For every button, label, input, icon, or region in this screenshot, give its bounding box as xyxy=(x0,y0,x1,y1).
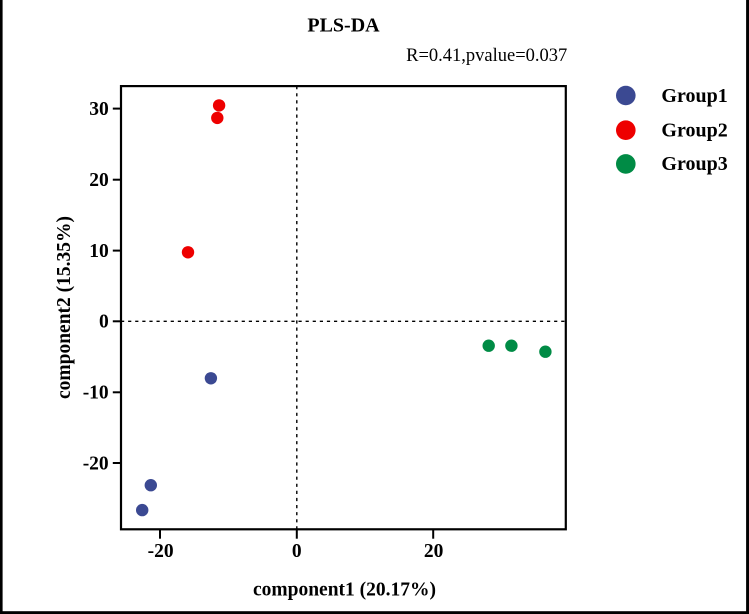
svg-text:R=0.41,pvalue=0.037: R=0.41,pvalue=0.037 xyxy=(406,46,567,66)
svg-text:0: 0 xyxy=(99,312,109,333)
svg-text:component2 (15.35%): component2 (15.35%) xyxy=(54,216,75,399)
svg-text:10: 10 xyxy=(89,241,109,262)
svg-text:Group2: Group2 xyxy=(661,120,727,142)
svg-text:Group3: Group3 xyxy=(661,153,727,175)
svg-text:0: 0 xyxy=(292,541,302,562)
svg-text:PLS-DA: PLS-DA xyxy=(307,15,380,37)
svg-text:Group1: Group1 xyxy=(661,85,727,107)
svg-text:-10: -10 xyxy=(83,383,109,404)
svg-text:-20: -20 xyxy=(148,541,174,562)
svg-text:20: 20 xyxy=(424,541,444,562)
svg-text:20: 20 xyxy=(89,170,109,191)
svg-text:component1 (20.17%): component1 (20.17%) xyxy=(253,580,436,601)
svg-text:30: 30 xyxy=(89,99,109,120)
svg-text:-20: -20 xyxy=(83,453,109,474)
